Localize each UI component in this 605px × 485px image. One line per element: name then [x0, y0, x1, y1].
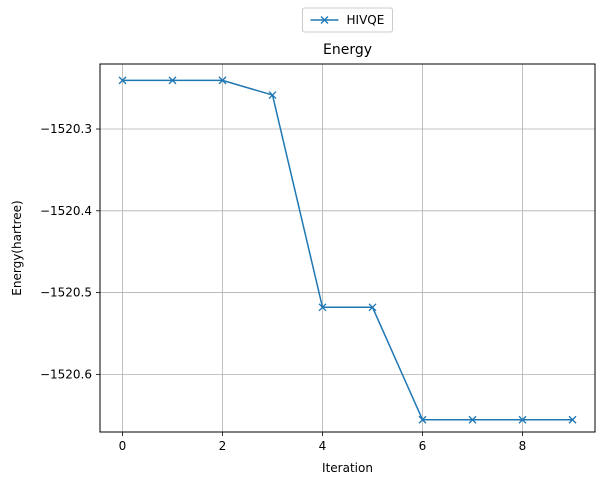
series-line-hivqe: [122, 79, 573, 421]
y-tick-label: −1520.6: [40, 367, 92, 381]
x-tick-label: 2: [219, 439, 227, 453]
data-point: [368, 303, 377, 312]
plot-frame: [99, 63, 596, 433]
x-tick-label: 4: [319, 439, 327, 453]
data-point: [218, 76, 227, 85]
series-layer: [118, 76, 577, 424]
x-tick-label: 6: [419, 439, 427, 453]
legend: HIVQE: [302, 7, 393, 33]
y-axis-label: Energy(hartree): [10, 200, 24, 295]
data-point: [518, 415, 527, 424]
y-tick-label: −1520.5: [40, 286, 92, 300]
y-tick-label: −1520.3: [40, 122, 92, 136]
x-tick-label: 8: [519, 439, 527, 453]
legend-box: [302, 7, 393, 33]
data-point: [318, 303, 327, 312]
data-point: [568, 415, 577, 424]
data-point: [118, 76, 127, 85]
data-point: [418, 415, 427, 424]
legend-marker-x: [320, 16, 329, 24]
ticks: 0 2 4 6 8 −1520.3 −1520.4 −1520.5 −1520.6: [40, 122, 526, 453]
chart-title: Energy: [323, 42, 372, 58]
x-tick-label: 0: [119, 439, 127, 453]
data-point: [468, 415, 477, 424]
grid: [100, 64, 595, 432]
y-tick-label: −1520.4: [40, 204, 92, 218]
data-point: [168, 76, 177, 85]
legend-label-hivqe: HIVQE: [347, 13, 385, 27]
x-axis-label: Iteration: [322, 461, 373, 475]
data-point: [268, 91, 277, 100]
